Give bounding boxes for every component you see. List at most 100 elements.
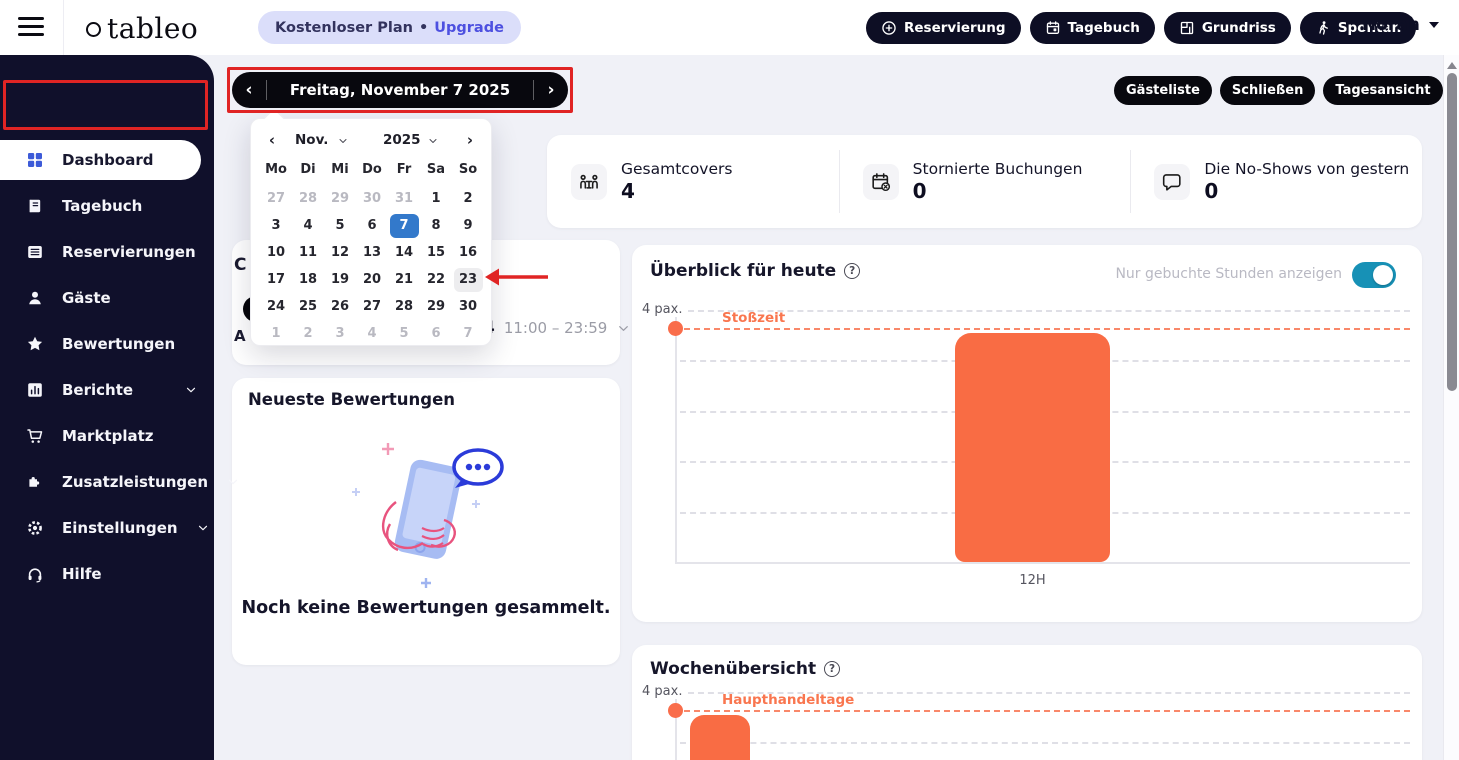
next-day-button[interactable]: ›	[547, 80, 555, 100]
calendar-day-1[interactable]: 1	[420, 185, 452, 212]
chevron-down-icon[interactable]	[196, 521, 210, 535]
calendar-day-4[interactable]: 4	[292, 212, 324, 239]
stats-divider	[838, 150, 840, 213]
calendar-day-18[interactable]: 18	[292, 266, 324, 293]
plan-badge[interactable]: Kostenloser Plan • Upgrade	[258, 11, 521, 44]
calendar-day-8[interactable]: 8	[420, 212, 452, 239]
sidebar-item-zusatzleistungen[interactable]: Zusatzleistungen	[0, 459, 238, 505]
hamburger-menu-icon[interactable]	[18, 17, 44, 38]
calendar-day-2[interactable]: 2	[452, 185, 484, 212]
sidebar-item-einstellungen[interactable]: Einstellungen	[0, 505, 214, 551]
calendar-day-number: 6	[367, 217, 377, 233]
sidebar-item-reservierungen[interactable]: Reservierungen	[0, 229, 214, 275]
calendar-day-3-outside[interactable]: 3	[324, 320, 356, 347]
calendar-day-23[interactable]: 23	[452, 266, 484, 293]
today-chart-bar	[955, 332, 1110, 562]
spontan-button[interactable]: Spontan	[1299, 12, 1417, 44]
calendar-day-27-outside[interactable]: 27	[260, 185, 292, 212]
calendar-day-30[interactable]: 30	[452, 293, 484, 320]
calendar-day-27[interactable]: 27	[356, 293, 388, 320]
calendar-day-15[interactable]: 15	[420, 239, 452, 266]
calendar-day-31-outside[interactable]: 31	[388, 185, 420, 212]
chevron-down-icon[interactable]	[616, 321, 631, 336]
calendar-day-5[interactable]: 5	[324, 212, 356, 239]
calendar-day-2-outside[interactable]: 2	[292, 320, 324, 347]
sidebar-item-bewertungen[interactable]: Bewertungen	[0, 321, 214, 367]
calendar-day-number: 27	[362, 298, 382, 314]
calendar-day-5-outside[interactable]: 5	[388, 320, 420, 347]
calendar-day-number: 11	[298, 244, 318, 260]
calendar-day-3[interactable]: 3	[260, 212, 292, 239]
sidebar-item-gaeste[interactable]: Gäste	[0, 275, 214, 321]
calendar-day-30-outside[interactable]: 30	[356, 185, 388, 212]
current-date-label[interactable]: Freitag, November 7 2025	[289, 81, 511, 99]
calendar-day-10[interactable]: 10	[260, 239, 292, 266]
tableo-logo[interactable]: tableo	[86, 8, 198, 48]
scrollbar-track[interactable]	[1443, 55, 1459, 760]
calendar-day-29-outside[interactable]: 29	[324, 185, 356, 212]
calendar-day-number: 28	[394, 298, 414, 314]
calendar-weekday-Do: Do	[362, 161, 382, 177]
calendar-day-20[interactable]: 20	[356, 266, 388, 293]
calendar-day-number: 20	[362, 271, 382, 287]
user-menu[interactable]: Norah	[1362, 15, 1439, 35]
calendar-day-14[interactable]: 14	[388, 239, 420, 266]
calendar-day-6-outside[interactable]: 6	[420, 320, 452, 347]
calendar-day-7-outside[interactable]: 7	[452, 320, 484, 347]
chevron-down-icon[interactable]	[337, 135, 349, 147]
scrollbar-thumb[interactable]	[1447, 73, 1457, 391]
chevron-down-icon[interactable]	[226, 475, 240, 489]
calendar-day-6[interactable]: 6	[356, 212, 388, 239]
shift-time-range: 11:00 – 23:59	[503, 319, 608, 337]
calendar-day-13[interactable]: 13	[356, 239, 388, 266]
calendar-day-25[interactable]: 25	[292, 293, 324, 320]
calendar-next-month-button[interactable]: ›	[466, 131, 474, 149]
calendar-month-select[interactable]: Nov.	[295, 132, 329, 148]
week-overview-title-text: Wochenübersicht	[650, 659, 817, 679]
upgrade-link[interactable]: Upgrade	[434, 19, 504, 36]
calendar-day-24[interactable]: 24	[260, 293, 292, 320]
calendar-day-17[interactable]: 17	[260, 266, 292, 293]
help-icon[interactable]: ?	[824, 661, 841, 677]
sidebar-item-berichte[interactable]: Berichte	[0, 367, 214, 413]
calendar-day-1-outside[interactable]: 1	[260, 320, 292, 347]
calendar-day-22[interactable]: 22	[420, 266, 452, 293]
calendar-day-26[interactable]: 26	[324, 293, 356, 320]
calendar-day-11[interactable]: 11	[292, 239, 324, 266]
chevron-down-icon[interactable]	[184, 383, 198, 397]
logo-ring-icon	[86, 22, 101, 37]
calendar-year-select[interactable]: 2025	[383, 132, 421, 148]
stat-label: Die No-Shows von gestern	[1204, 160, 1410, 178]
calendar-prev-month-button[interactable]: ‹	[268, 131, 276, 149]
calendar-day-number: 16	[458, 244, 478, 260]
help-icon[interactable]: ?	[844, 263, 861, 279]
calendar-day-number: 19	[330, 271, 350, 287]
scrollbar-up-arrow-icon[interactable]	[1447, 62, 1457, 69]
calendar-day-28[interactable]: 28	[388, 293, 420, 320]
calendar-day-21[interactable]: 21	[388, 266, 420, 293]
sidebar-item-hilfe[interactable]: Hilfe	[0, 551, 214, 597]
tagesansicht-button[interactable]: Tagesansicht	[1323, 76, 1443, 105]
reservierung-button[interactable]: Reservierung	[866, 12, 1021, 44]
calendar-day-12[interactable]: 12	[324, 239, 356, 266]
sidebar-item-marktplatz[interactable]: Marktplatz	[0, 413, 214, 459]
calendar-day-29[interactable]: 29	[420, 293, 452, 320]
calendar-day-16[interactable]: 16	[452, 239, 484, 266]
calendar-day-9[interactable]: 9	[452, 212, 484, 239]
chevron-down-icon[interactable]	[427, 135, 439, 147]
calendar-day-19[interactable]: 19	[324, 266, 356, 293]
calendar-day-28-outside[interactable]: 28	[292, 185, 324, 212]
cart-icon	[26, 427, 44, 445]
sidebar-item-dashboard[interactable]: Dashboard	[0, 140, 201, 180]
gaesteliste-button[interactable]: Gästeliste	[1114, 76, 1212, 105]
shift-time-selector[interactable]: 4 11:00 – 23:59	[483, 315, 631, 341]
schliessen-button[interactable]: Schließen	[1219, 76, 1316, 105]
sidebar-item-tagebuch[interactable]: Tagebuch	[0, 183, 214, 229]
today-chart-x-axis	[675, 562, 1410, 564]
tagebuch-button[interactable]: Tagebuch	[1029, 12, 1155, 44]
grundriss-button[interactable]: Grundriss	[1163, 12, 1291, 44]
calendar-day-4-outside[interactable]: 4	[356, 320, 388, 347]
prev-day-button[interactable]: ‹	[245, 80, 253, 100]
booked-hours-toggle[interactable]	[1352, 262, 1396, 288]
calendar-day-7[interactable]: 7	[388, 212, 420, 239]
